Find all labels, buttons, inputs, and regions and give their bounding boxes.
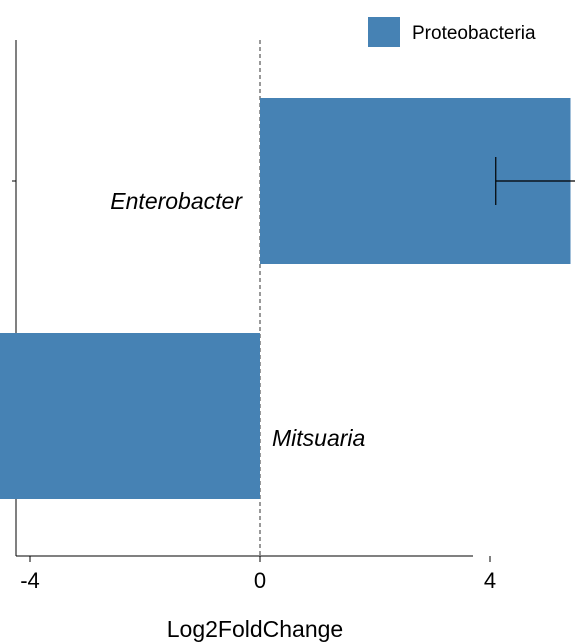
x-tick-label: 0 [254, 568, 266, 593]
x-tick-label: 4 [484, 568, 496, 593]
chart-labels: Enterobacter Mitsuaria [110, 188, 365, 451]
bar-label-enterobacter: Enterobacter [110, 188, 243, 214]
chart-legend: Proteobacteria [368, 17, 536, 47]
error-bar-enterobacter [495, 157, 575, 205]
legend-label: Proteobacteria [412, 23, 536, 44]
bar-mitsuaria [0, 333, 260, 499]
bar-label-mitsuaria: Mitsuaria [272, 425, 365, 451]
x-tick-label: -4 [20, 568, 40, 593]
x-axis-title: Log2FoldChange [167, 616, 343, 642]
legend-swatch [368, 17, 400, 47]
chart-bars [0, 98, 575, 499]
